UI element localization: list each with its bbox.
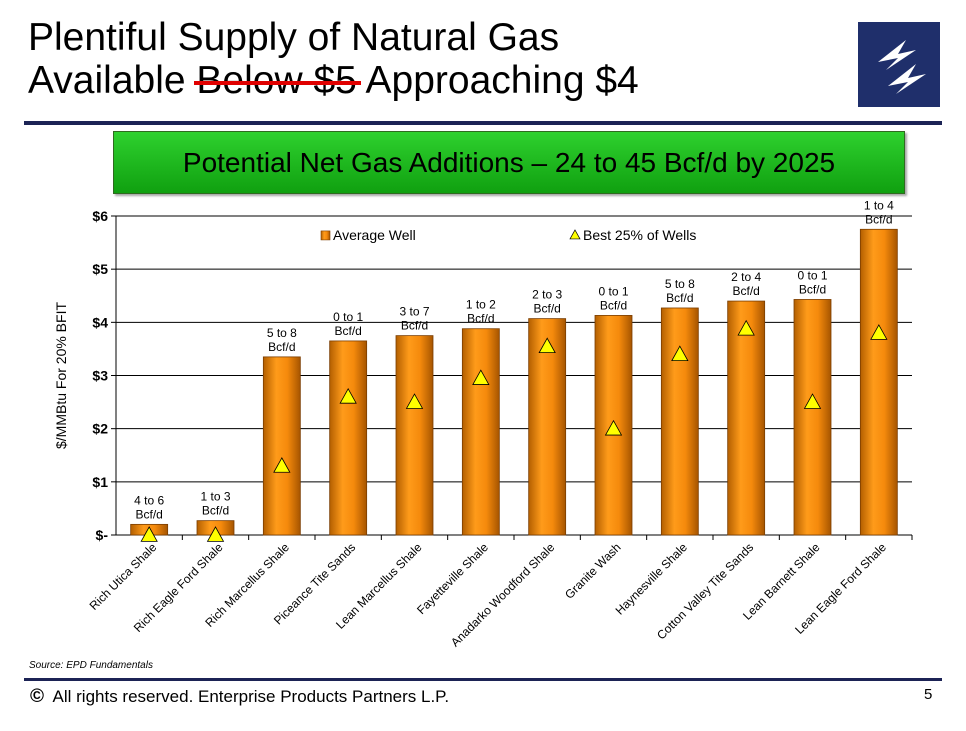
legend-label-best-wells: Best 25% of Wells <box>583 227 696 243</box>
legend-swatch-best-wells <box>569 229 581 240</box>
bar-label-unit: Bcf/d <box>732 284 759 298</box>
title-line-1: Plentiful Supply of Natural Gas <box>28 16 560 59</box>
page-number: 5 <box>924 686 933 703</box>
bar-7 <box>528 318 567 536</box>
bar-label-unit: Bcf/d <box>865 212 892 226</box>
y-tick-label: $2 <box>92 421 108 437</box>
x-tick-label: Haynesville Shale <box>613 540 691 618</box>
y-tick-label: $- <box>96 527 109 543</box>
best-wells-marker-6 <box>472 369 490 385</box>
bar-label-range: 0 to 1 <box>598 284 628 298</box>
best-wells-marker-1 <box>140 526 158 542</box>
x-tick-label: Fayetteville Shale <box>414 540 491 617</box>
y-tick-label: $3 <box>92 368 108 384</box>
bar-11 <box>793 299 832 536</box>
lightning-bolt-icon <box>878 40 926 94</box>
best-wells-marker-2 <box>206 526 225 542</box>
bar-9 <box>660 307 699 536</box>
title-line-2-end: Approaching $4 <box>356 59 639 102</box>
y-axis-label: $/MMBtu For 20% BFIT <box>53 302 69 449</box>
legend-swatch-average-well <box>320 230 331 241</box>
bar-label-range: 3 to 7 <box>399 305 429 319</box>
y-tick-label: $4 <box>92 314 108 330</box>
x-tick-label: Granite Wash <box>562 540 623 601</box>
bar-label-unit: Bcf/d <box>334 324 361 338</box>
best-wells-marker-5 <box>405 393 424 409</box>
best-wells-marker-7 <box>538 337 556 354</box>
bar-label-unit: Bcf/d <box>401 319 428 333</box>
bar-12 <box>859 228 898 536</box>
bar-label-unit: Bcf/d <box>666 291 693 305</box>
best-wells-marker-11 <box>803 393 822 409</box>
bar-5 <box>395 335 434 536</box>
copyright-icon: © <box>30 686 44 707</box>
bar-label-range: 5 to 8 <box>267 326 297 340</box>
bar-6 <box>461 328 500 536</box>
company-logo <box>858 22 940 107</box>
bar-label-range: 5 to 8 <box>665 277 695 291</box>
bar-3 <box>262 356 301 536</box>
banner-text: Potential Net Gas Additions – 24 to 45 B… <box>182 146 836 178</box>
legend-label-average-well: Average Well <box>333 227 416 243</box>
bar-label-unit: Bcf/d <box>533 302 560 316</box>
best-wells-marker-10 <box>737 319 755 336</box>
bar-label-unit: Bcf/d <box>135 507 162 521</box>
bar-label-unit: Bcf/d <box>202 504 229 518</box>
best-wells-marker-3 <box>273 457 291 473</box>
y-tick-label: $1 <box>92 474 108 490</box>
bar-label-unit: Bcf/d <box>600 298 627 312</box>
bar-label-range: 1 to 4 <box>864 198 894 212</box>
bar-label-range: 4 to 6 <box>134 493 164 507</box>
bar-label-unit: Bcf/d <box>268 340 295 354</box>
slide-title: Plentiful Supply of Natural Gas Availabl… <box>28 16 639 102</box>
bar-4 <box>329 340 368 536</box>
struck-price-text: Below $5 <box>196 59 357 102</box>
source-note: Source: EPD Fundamentals <box>29 660 153 671</box>
bar-label-unit: Bcf/d <box>467 312 494 326</box>
y-tick-label: $6 <box>92 208 108 224</box>
header-divider <box>24 121 942 125</box>
bar-label-unit: Bcf/d <box>799 282 826 296</box>
banner: Potential Net Gas Additions – 24 to 45 B… <box>113 131 905 194</box>
best-wells-marker-4 <box>339 387 357 404</box>
bar-10 <box>727 300 766 536</box>
title-line-2: Available Below $5 Approaching $4 <box>28 59 639 102</box>
best-wells-marker-9 <box>671 345 689 362</box>
bar-chart: $- $1 $2 $3 $4 $5 $6 $/MMBtu For 20% BFIT 4 to 6… <box>53 198 913 650</box>
bar-label-range: 1 to 3 <box>200 490 230 504</box>
footer-divider <box>24 678 942 681</box>
bar-label-range: 0 to 1 <box>797 268 827 282</box>
footer-text: All rights reserved. Enterprise Products… <box>52 687 450 706</box>
best-wells-marker-12 <box>870 324 888 340</box>
bar-label-range: 0 to 1 <box>333 310 363 324</box>
title-line-2-start: Available <box>28 59 197 102</box>
bar-label-range: 2 to 4 <box>731 270 761 284</box>
bar-label-range: 2 to 3 <box>532 288 562 302</box>
y-tick-label: $5 <box>92 261 108 277</box>
x-tick-label: Rich Utica Shale <box>87 540 160 613</box>
footer: © All rights reserved. Enterprise Produc… <box>30 686 449 708</box>
bar-label-range: 1 to 2 <box>466 298 496 312</box>
best-wells-marker-8 <box>604 419 623 436</box>
